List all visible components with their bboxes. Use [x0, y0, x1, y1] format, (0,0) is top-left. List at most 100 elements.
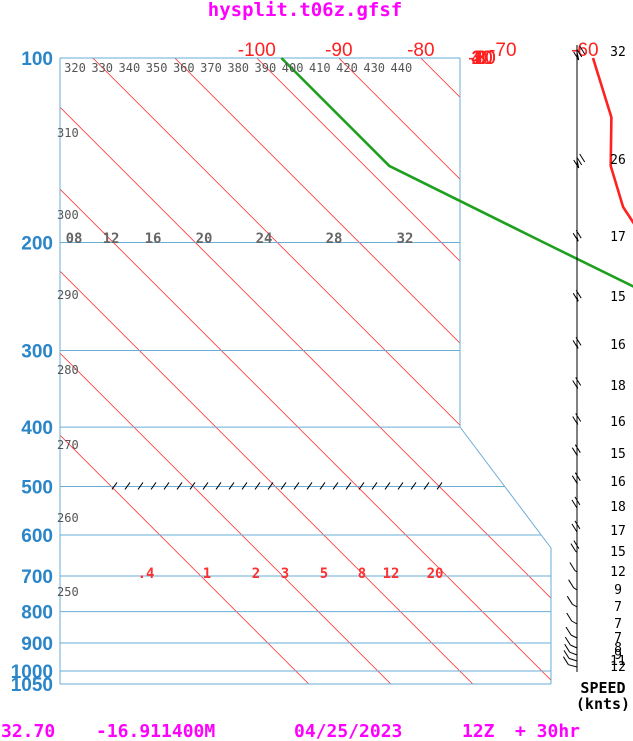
isotherm-tick-label: 20 [471, 48, 492, 69]
mixing-ratio-label-bottom: 2 [252, 566, 260, 582]
wind-speed-value: 7 [614, 617, 622, 632]
wind-barb [570, 540, 580, 553]
wind-barb [562, 656, 578, 668]
wind-barb-feather [572, 380, 579, 389]
wind-speed-value: 9 [614, 583, 622, 598]
wind-speed-value: 7 [614, 600, 622, 615]
tropopause-hatch [189, 482, 196, 490]
theta-tick-label: 390 [255, 61, 277, 75]
tropopause-hatch [111, 482, 118, 490]
wind-barb-feather [566, 595, 573, 605]
mixing-ratio-label-bottom: 5 [320, 566, 328, 582]
tropopause-hatch [176, 482, 183, 490]
tropopause-hatch [228, 482, 235, 490]
tropopause-hatch [306, 482, 313, 490]
isotherm-line [420, 58, 551, 684]
wind-barb-feather [576, 156, 583, 166]
wind-barb-feather [572, 292, 579, 302]
wind-barb [573, 153, 586, 169]
theta-tick-label: 260 [57, 511, 79, 525]
mixing-ratio-label-bottom: .4 [138, 566, 155, 582]
mixing-ratio-label-bottom: 3 [281, 566, 289, 582]
isotherm-line [174, 58, 551, 684]
mixing-ratio-label-top: 12 [103, 231, 120, 247]
pressure-tick-label: 1050 [11, 675, 53, 696]
wind-barb [565, 626, 578, 639]
wind-speed-value: 12 [610, 565, 626, 580]
tropopause-hatch [384, 482, 391, 490]
isotherm-tick-label: -100 [238, 40, 276, 61]
wind-barb [571, 520, 581, 533]
wind-speed-value: 16 [610, 338, 626, 353]
mixing-ratio-label-top: 28 [326, 231, 343, 247]
tropopause-hatch [215, 482, 222, 490]
wind-barb-staff [573, 587, 578, 591]
footer-hour: 12Z [462, 721, 495, 741]
wind-speed-value: 16 [610, 415, 626, 430]
wind-speed-value: 15 [610, 447, 626, 462]
isotherm-line [60, 58, 310, 684]
wind-barb-staff [568, 664, 578, 668]
wind-barb [572, 413, 582, 425]
wind-barb-feather [573, 540, 580, 549]
pressure-tick-label: 1000 [11, 662, 53, 683]
wind-barb-feather [566, 612, 573, 622]
tropopause-hatch [332, 482, 339, 490]
isotherm-line [60, 58, 392, 684]
wind-barb [573, 45, 586, 61]
pressure-tick-label: 800 [21, 603, 53, 624]
wind-barb [568, 579, 578, 591]
axis-labels: 10020030040050060070080090010001050-100-… [11, 40, 599, 696]
wind-barb-feather [571, 475, 578, 484]
isotherm-line [60, 58, 551, 684]
wind-speed-value: 18 [610, 500, 626, 515]
wind-barb-feather [571, 447, 578, 456]
theta-tick-label: 330 [91, 61, 113, 75]
pressure-tick-label: 200 [21, 234, 53, 255]
isotherm-tick-label: -70 [489, 40, 516, 61]
dewpoint-profile [280, 57, 633, 288]
wind-barb [571, 496, 581, 509]
wind-barb-feather [568, 579, 575, 588]
wind-barb-staff [571, 620, 578, 625]
theta-tick-label: 380 [227, 61, 249, 75]
isotherm-tick-label: -60 [571, 40, 598, 61]
wind-speed-value: 17 [610, 524, 626, 539]
wind-barb-feather [563, 650, 570, 659]
isotherm-tick-label: -80 [407, 40, 434, 61]
isotherm-tick-label: 10 [471, 48, 492, 69]
wind-barb-feather [570, 543, 577, 552]
wind-speed-value: 18 [610, 379, 626, 394]
wind-barb-feather [575, 377, 582, 386]
theta-tick-label: 340 [119, 61, 141, 75]
wind-barb-staff [570, 634, 578, 639]
isotherm-tick-label: 40 [471, 48, 492, 69]
footer-lat: 32.70 [1, 721, 55, 741]
mixing-ratio-label-bottom: 20 [427, 566, 444, 582]
mixing-ratio-label-top: 08 [66, 231, 83, 247]
wind-speed-value: 11 [610, 654, 626, 669]
mixing-ratio-label-bottom: 12 [383, 566, 400, 582]
wind-barb-feather [574, 520, 581, 530]
mixing-ratio-label-top: 16 [145, 231, 162, 247]
wind-speed-value: 26 [610, 153, 626, 168]
wind-barb-staff [568, 657, 578, 662]
wind-speed-value: 15 [610, 545, 626, 560]
wind-barb-feather [572, 232, 579, 242]
wind-barb-feather [565, 626, 572, 636]
tropopause-hatch [293, 482, 300, 490]
chart-title: hysplit.t06z.gfsf [208, 0, 402, 21]
tropopause-hatch [150, 482, 157, 490]
wind-barb-feather [569, 562, 576, 571]
wind-barb [572, 377, 582, 389]
wind-barb-feather [572, 340, 579, 349]
wind-barb-feather [579, 153, 586, 163]
wind-barb [571, 472, 581, 484]
theta-tick-label: 420 [336, 61, 358, 75]
wind-speed-value: 7 [614, 631, 622, 646]
isotherm-tick-label: -30 [468, 48, 495, 69]
theta-tick-label: 440 [391, 61, 413, 75]
tropopause-hatch [202, 482, 209, 490]
wind-speed-value: 8 [614, 641, 622, 656]
